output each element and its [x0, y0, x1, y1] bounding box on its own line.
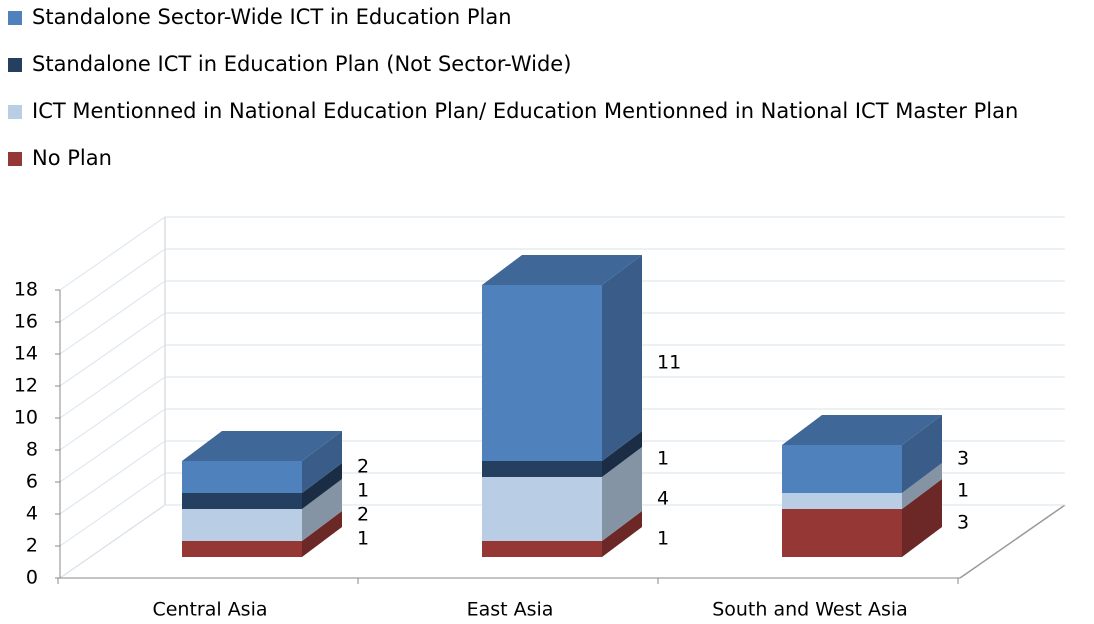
legend-swatch — [8, 58, 22, 72]
bar-side — [902, 463, 942, 509]
bar-segment — [182, 493, 302, 509]
bar-segment — [482, 477, 602, 541]
value-label: 1 — [357, 528, 369, 550]
value-label: 1 — [957, 480, 969, 502]
grid-line — [59, 248, 1065, 323]
legend-label: Standalone ICT in Education Plan (Not Se… — [32, 52, 571, 76]
bar-side — [602, 255, 642, 461]
grid-line — [59, 376, 1065, 451]
legend-swatch — [8, 105, 22, 119]
value-label: 4 — [657, 488, 669, 510]
x-tick-label: Central Asia — [152, 599, 267, 621]
legend-label: Standalone Sector-Wide ICT in Education … — [32, 5, 512, 29]
legend-label: No Plan — [32, 146, 112, 170]
bar-top — [182, 431, 342, 461]
bar-top — [482, 255, 642, 285]
grid-line — [59, 440, 1065, 515]
grid-line — [59, 280, 1065, 355]
y-tick-label: 4 — [26, 503, 38, 525]
bar-segment — [182, 509, 302, 541]
value-label: 1 — [357, 480, 369, 502]
bar-segment — [482, 285, 602, 461]
bar-side — [302, 463, 342, 509]
y-tick-label: 18 — [14, 279, 38, 301]
grid-line — [59, 344, 1065, 419]
value-label: 3 — [957, 512, 969, 534]
grid-line — [59, 216, 1065, 291]
value-label: 1 — [657, 528, 669, 550]
grid-line — [59, 472, 1065, 547]
y-tick-label: 10 — [14, 407, 38, 429]
bar-side — [602, 447, 642, 541]
value-label: 2 — [357, 456, 369, 478]
y-tick-label: 16 — [14, 311, 38, 333]
y-tick-label: 6 — [26, 471, 38, 493]
y-tick-label: 0 — [26, 567, 38, 589]
bar-segment — [182, 461, 302, 493]
y-tick-label: 12 — [14, 375, 38, 397]
bar-side — [902, 479, 942, 557]
y-tick-label: 14 — [14, 343, 38, 365]
grid-line — [59, 408, 1065, 483]
bar-side — [602, 431, 642, 477]
x-tick-label: East Asia — [467, 599, 554, 621]
floor-edge — [959, 504, 1066, 579]
y-tick-label: 2 — [26, 535, 38, 557]
bar-segment — [482, 461, 602, 477]
bar-segment — [482, 541, 602, 557]
bar-side — [302, 479, 342, 541]
legend-label: ICT Mentionned in National Education Pla… — [32, 99, 1018, 123]
bar-side — [302, 431, 342, 493]
bar-top — [782, 415, 942, 445]
grid-line — [59, 504, 1065, 579]
bar-segment — [782, 445, 902, 493]
grid-line — [59, 312, 1065, 387]
legend-swatch — [8, 11, 22, 25]
bar-side — [602, 511, 642, 557]
value-label: 3 — [957, 448, 969, 470]
bar-segment — [782, 493, 902, 509]
bar-segment — [782, 509, 902, 557]
bar-side — [302, 511, 342, 557]
bar-side — [902, 415, 942, 493]
y-tick-label: 8 — [26, 439, 38, 461]
bar-segment — [182, 541, 302, 557]
x-tick-label: South and West Asia — [712, 599, 908, 621]
value-label: 2 — [357, 504, 369, 526]
legend-swatch — [8, 152, 22, 166]
value-label: 11 — [657, 352, 681, 374]
value-label: 1 — [657, 448, 669, 470]
